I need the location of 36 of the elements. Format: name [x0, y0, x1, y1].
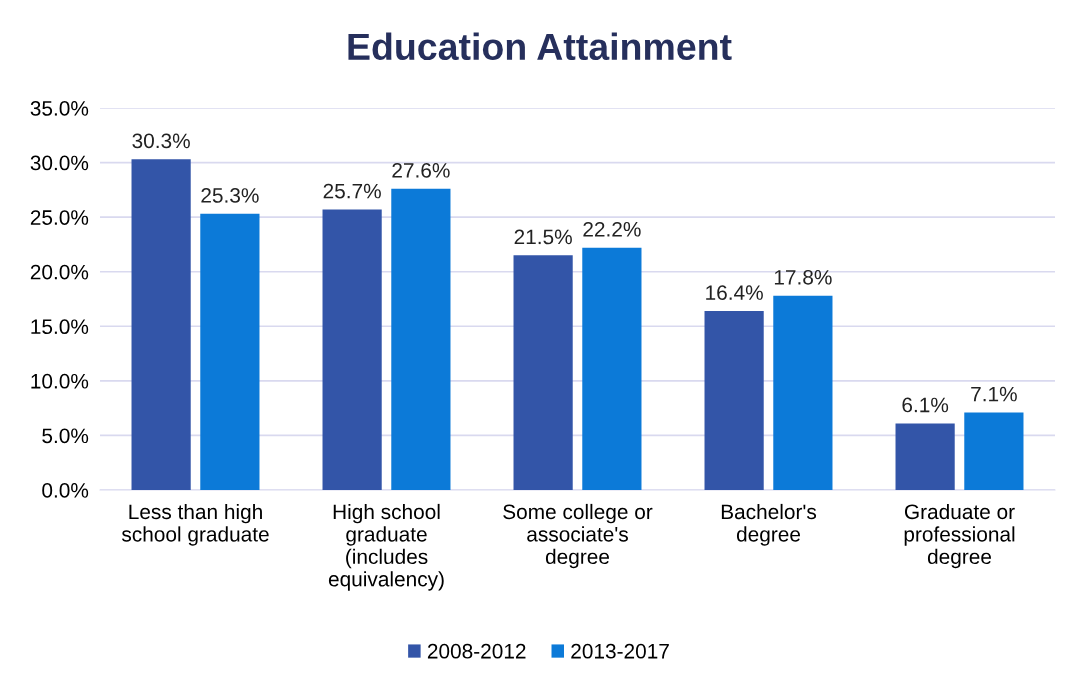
legend-label: 2013-2017	[571, 643, 669, 659]
chart-title: Education Attainment	[348, 32, 732, 61]
y-tick-label: 15.0%	[31, 319, 89, 335]
legend-label: 2008-2012	[427, 643, 526, 659]
y-tick-label: 35.0%	[30, 101, 89, 116]
data-label: 6.1%	[902, 397, 949, 413]
data-label: 17.8%	[774, 269, 832, 285]
bar	[513, 255, 573, 490]
bar	[773, 295, 833, 490]
data-label: 7.1%	[971, 386, 1017, 402]
bar	[391, 188, 451, 490]
data-label: 21.5%	[514, 229, 572, 245]
data-label: 22.2%	[583, 221, 641, 237]
x-tick-label: Less than high school graduate	[121, 503, 269, 546]
x-tick-label: Some college or associate's degree	[503, 503, 653, 569]
y-tick-label: 5.0%	[42, 428, 89, 444]
y-tick-label: 10.0%	[31, 373, 89, 389]
bar	[200, 213, 260, 490]
data-label: 25.7%	[323, 183, 381, 199]
bar	[131, 159, 191, 490]
data-label: 30.3%	[132, 133, 190, 149]
bar	[322, 209, 382, 490]
bar	[964, 412, 1024, 490]
data-label: 16.4%	[706, 285, 763, 300]
x-tick-label: High school graduate (includes equivalency)	[328, 503, 444, 591]
bar	[895, 423, 955, 490]
x-tick-label: Bachelor's degree	[721, 503, 817, 546]
y-tick-label: 25.0%	[30, 210, 89, 225]
data-label: 25.3%	[201, 188, 259, 203]
x-tick-label: Graduate or professional degree	[904, 503, 1015, 569]
bar	[582, 247, 642, 490]
bar	[704, 311, 764, 490]
y-tick-label: 30.0%	[30, 155, 89, 171]
data-label: 27.6%	[392, 162, 450, 178]
y-tick-label: 20.0%	[30, 264, 89, 280]
y-tick-label: 0.0%	[42, 483, 89, 498]
